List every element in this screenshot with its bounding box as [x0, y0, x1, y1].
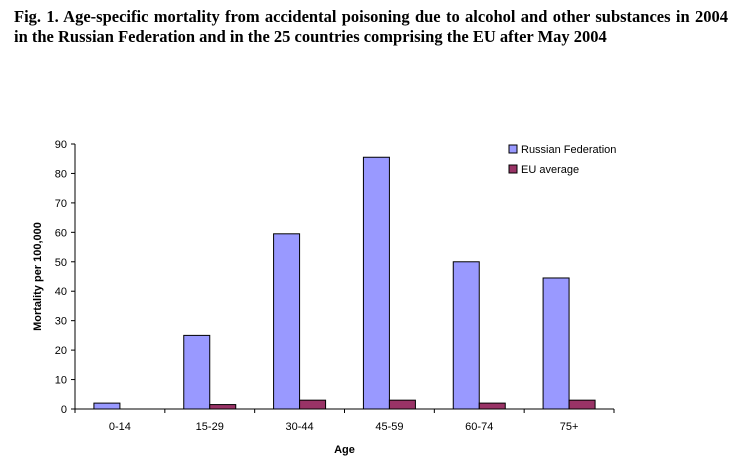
bar-russian-federation-15-29	[183, 334, 211, 410]
legend-swatch	[508, 164, 518, 174]
y-tick-label: 30	[55, 316, 67, 328]
y-tick-label: 80	[55, 168, 67, 180]
bars	[93, 156, 596, 410]
y-tick-label: 40	[55, 286, 67, 298]
x-tick-label: 15-29	[196, 421, 224, 433]
y-axis-title: Mortality per 100,000	[32, 222, 44, 331]
legend-label: EU average	[521, 164, 579, 176]
x-axis-ticks: 0-14 15-29 30-44 45-59 60-74 75+	[74, 409, 615, 433]
bar-russian-federation-75plus	[542, 277, 570, 410]
x-tick-label: 30-44	[286, 421, 314, 433]
figure-caption: Fig. 1. Age-specific mortality from acci…	[14, 7, 728, 46]
legend-label: Russian Federation	[521, 144, 616, 156]
bar-eu-average-15-29	[209, 404, 237, 410]
bar-russian-federation-60-74	[452, 261, 480, 410]
bar-russian-federation-0-14	[93, 402, 121, 410]
y-tick-label: 90	[55, 139, 67, 151]
y-tick-label: 20	[55, 345, 67, 357]
x-tick-label: 45-59	[375, 421, 403, 433]
y-tick-label: 10	[55, 375, 67, 387]
bar-eu-average-30-44	[299, 399, 327, 410]
bar-eu-average-75plus	[568, 399, 596, 410]
y-tick-label: 60	[55, 227, 67, 239]
x-tick-label: 0-14	[109, 421, 131, 433]
bar-eu-average-45-59	[388, 399, 416, 410]
x-axis-title: Age	[334, 444, 355, 456]
bar-eu-average-60-74	[478, 402, 506, 410]
bar-russian-federation-45-59	[362, 156, 390, 410]
y-tick-label: 0	[61, 404, 67, 416]
y-tick-label: 50	[55, 257, 67, 269]
bar-russian-federation-30-44	[273, 233, 301, 410]
x-tick-label: 60-74	[465, 421, 493, 433]
legend: Russian Federation EU average	[508, 144, 616, 176]
legend-swatch	[508, 144, 518, 154]
y-axis-ticks: 0 10 20 30 40 50 60 70 80 90	[55, 139, 75, 416]
x-tick-label: 75+	[560, 421, 579, 433]
y-tick-label: 70	[55, 198, 67, 210]
